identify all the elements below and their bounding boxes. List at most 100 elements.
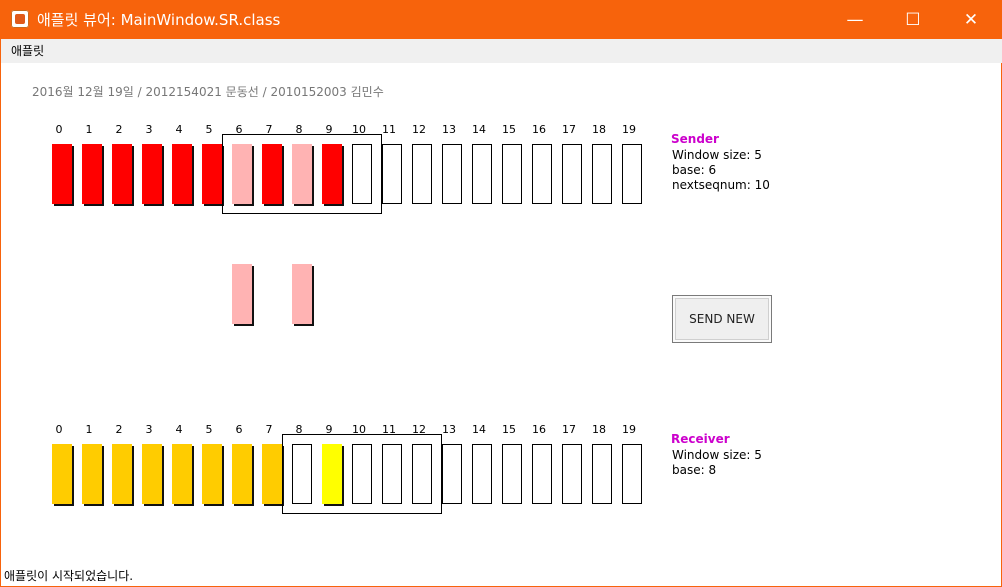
receiver-packet-8 [292,444,312,504]
receiver-seq-number: 6 [235,423,243,436]
receiver-packet-1 [82,444,102,504]
sender-packet-8 [292,144,312,204]
sender-seq-number: 8 [295,123,303,136]
in-flight-packet-6 [232,264,252,324]
receiver-packet-7 [262,444,282,504]
sender-packet-7 [262,144,282,204]
sender-seq-number: 17 [562,123,576,136]
sender-seq-number: 10 [352,123,366,136]
sender-seq-number: 14 [472,123,486,136]
sender-seq-number: 16 [532,123,546,136]
receiver-seq-number: 15 [502,423,516,436]
receiver-packet-2 [112,444,132,504]
close-button[interactable]: ✕ [942,1,1000,39]
sender-window-frame [222,134,382,214]
receiver-packet-9 [322,444,342,504]
maximize-button[interactable]: ☐ [884,1,942,39]
sender-seq-number: 13 [442,123,456,136]
receiver-seq-number: 5 [205,423,213,436]
receiver-packet-14 [472,444,492,504]
receiver-seq-number: 4 [175,423,183,436]
sender-base: base: 6 [672,163,717,177]
sender-seq-number: 12 [412,123,426,136]
sender-seq-number: 7 [265,123,273,136]
receiver-seq-number: 18 [592,423,606,436]
sender-packet-4 [172,144,192,204]
sender-packet-10 [352,144,372,204]
sender-seq-number: 15 [502,123,516,136]
receiver-label: Receiver [671,432,730,446]
status-bar: 애플릿이 시작되었습니다. [4,569,134,583]
sender-packet-2 [112,144,132,204]
sender-packet-6 [232,144,252,204]
receiver-packet-18 [592,444,612,504]
maximize-icon: ☐ [905,10,921,30]
minimize-icon: — [846,10,864,30]
receiver-seq-number: 17 [562,423,576,436]
title-bar[interactable]: 애플릿 뷰어: MainWindow.SR.class — ☐ ✕ [1,1,1002,39]
sender-packet-0 [52,144,72,204]
sender-seq-number: 3 [145,123,153,136]
receiver-seq-number: 19 [622,423,636,436]
sender-window-size: Window size: 5 [672,148,762,162]
receiver-seq-number: 9 [325,423,333,436]
receiver-packet-10 [352,444,372,504]
receiver-seq-number: 7 [265,423,273,436]
sender-seq-number: 2 [115,123,123,136]
menu-bar: 애플릿 [1,39,1002,63]
sender-packet-16 [532,144,552,204]
receiver-seq-number: 13 [442,423,456,436]
sender-seq-number: 0 [55,123,63,136]
sender-label: Sender [671,132,719,146]
close-icon: ✕ [963,10,979,30]
receiver-packet-11 [382,444,402,504]
sender-packet-11 [382,144,402,204]
info-line: 2016월 12월 19일 / 2012154021 문동선 / 2010152… [32,85,384,99]
sender-packet-14 [472,144,492,204]
receiver-packet-0 [52,444,72,504]
sender-seq-number: 19 [622,123,636,136]
sender-packet-13 [442,144,462,204]
receiver-packet-16 [532,444,552,504]
sender-seq-number: 6 [235,123,243,136]
receiver-seq-number: 12 [412,423,426,436]
receiver-seq-number: 0 [55,423,63,436]
sender-packet-5 [202,144,222,204]
receiver-packet-17 [562,444,582,504]
sender-packet-15 [502,144,522,204]
sender-packet-9 [322,144,342,204]
receiver-packet-4 [172,444,192,504]
receiver-seq-number: 3 [145,423,153,436]
window-title: 애플릿 뷰어: MainWindow.SR.class [37,11,281,29]
send-new-button[interactable]: SEND NEW [672,295,772,343]
sender-seq-number: 18 [592,123,606,136]
receiver-seq-number: 10 [352,423,366,436]
menu-applet[interactable]: 애플릿 [11,44,45,58]
sender-packet-17 [562,144,582,204]
sender-seq-number: 9 [325,123,333,136]
receiver-window-frame [282,434,442,514]
sender-packet-12 [412,144,432,204]
receiver-packet-3 [142,444,162,504]
sender-seq-number: 5 [205,123,213,136]
receiver-packet-15 [502,444,522,504]
sender-nextseqnum: nextseqnum: 10 [672,178,770,192]
sender-packet-19 [622,144,642,204]
sender-packet-18 [592,144,612,204]
receiver-seq-number: 11 [382,423,396,436]
sender-seq-number: 11 [382,123,396,136]
receiver-packet-13 [442,444,462,504]
receiver-seq-number: 8 [295,423,303,436]
receiver-seq-number: 14 [472,423,486,436]
receiver-packet-12 [412,444,432,504]
minimize-button[interactable]: — [826,1,884,39]
receiver-packet-19 [622,444,642,504]
sender-packet-3 [142,144,162,204]
receiver-packet-5 [202,444,222,504]
receiver-seq-number: 16 [532,423,546,436]
java-app-icon [11,10,29,28]
sender-seq-number: 1 [85,123,93,136]
sender-seq-number: 4 [175,123,183,136]
receiver-window-size: Window size: 5 [672,448,762,462]
